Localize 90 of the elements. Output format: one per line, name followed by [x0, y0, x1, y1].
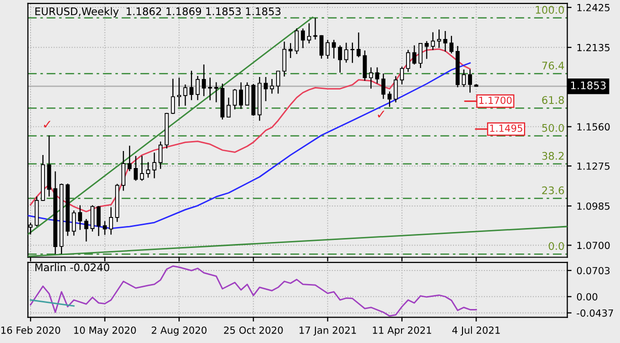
candlestick [264, 76, 268, 102]
candlestick [102, 220, 107, 236]
candlestick [146, 162, 150, 178]
candlestick [430, 32, 435, 51]
ref-line-label: 1.1853 [571, 81, 606, 90]
candlestick [170, 78, 175, 115]
candlestick [375, 66, 380, 84]
x-tick-label: 25 Oct 2020 [224, 326, 283, 334]
candlestick [350, 42, 354, 64]
candlestick [196, 75, 200, 101]
candlestick [468, 68, 472, 94]
y-tick-label: -0.0437 [576, 309, 614, 317]
annotation: 50.0 [542, 124, 564, 132]
candlestick [443, 30, 448, 52]
annotation: 23.6 [542, 186, 564, 194]
candlestick [214, 82, 218, 103]
annotation: 38.2 [542, 152, 564, 160]
x-tick-label: 4 Jul 2021 [452, 326, 500, 336]
candlestick [437, 28, 442, 48]
candlestick [121, 150, 126, 192]
candlestick [400, 66, 404, 85]
candlestick [202, 64, 206, 97]
annotation: 76.4 [542, 62, 564, 70]
x-tick-label: 2 Aug 2020 [152, 326, 207, 336]
candlestick [276, 70, 280, 94]
candlestick [152, 152, 156, 179]
candlestick [84, 218, 88, 242]
candlestick [183, 84, 188, 106]
candlestick [294, 28, 299, 55]
candlestick [368, 66, 374, 90]
annotation: 100.0 [536, 6, 564, 14]
annotation: 1.1700 [479, 96, 512, 104]
candlestick [406, 49, 410, 72]
candlestick [332, 39, 336, 59]
candlestick [307, 22, 312, 44]
candlestick [412, 44, 416, 66]
candlestick [140, 155, 144, 182]
candlestick [208, 77, 212, 101]
candlestick [189, 70, 194, 101]
x-tick-label: 16 Feb 2020 [1, 326, 60, 334]
candlestick [282, 41, 286, 78]
chart-title: EURUSD,Weekly 1.1862 1.1869 1.1853 1.1853 [35, 7, 280, 18]
candlestick [158, 141, 163, 170]
candlestick [418, 42, 423, 69]
annotation: ✓ [44, 120, 50, 128]
y-tick-label: 1.1560 [577, 123, 610, 131]
candlestick [344, 42, 348, 64]
candlestick [245, 82, 250, 106]
candlestick [319, 34, 324, 60]
candlestick [394, 76, 398, 103]
x-tick-label: 10 May 2020 [74, 326, 136, 336]
annotation: ✓ [378, 110, 384, 118]
candlestick [96, 205, 101, 237]
candlestick [362, 50, 367, 82]
x-tick-label: 11 Apr 2021 [372, 326, 432, 336]
candlestick [90, 204, 94, 232]
y-tick-label: 0.00 [576, 293, 598, 300]
y-tick-label: 1.0700 [577, 242, 610, 250]
candlestick [338, 44, 342, 74]
candlestick [462, 68, 466, 88]
y-tick-label: 1.2425 [577, 4, 610, 12]
chart-title: Marlin -0.0240 [35, 263, 110, 272]
candlestick [134, 155, 138, 182]
candlestick [356, 32, 361, 58]
candlestick [313, 17, 318, 40]
candlestick [449, 35, 454, 54]
annotation: 61.8 [542, 96, 564, 104]
candlestick [300, 28, 305, 49]
y-tick-label: 0.0703 [576, 266, 610, 274]
candlestick [424, 40, 429, 60]
y-tick-label: 1.0985 [577, 202, 610, 210]
candlestick [270, 78, 274, 94]
y-tick-label: 1.2135 [577, 44, 610, 52]
candlestick [109, 206, 114, 236]
candlestick [72, 210, 76, 236]
candlestick [78, 204, 82, 230]
candlestick [177, 77, 182, 107]
x-tick-label: 17 Jan 2021 [300, 326, 356, 336]
candlestick [388, 90, 392, 108]
candlestick [238, 82, 244, 110]
candlestick [128, 145, 132, 172]
candlestick [326, 39, 330, 60]
annotation: 1.1495 [490, 124, 522, 132]
candlestick [381, 72, 386, 100]
y-tick-label: 1.1275 [577, 162, 610, 170]
line-series [30, 265, 477, 317]
candlestick [226, 97, 231, 118]
candlestick [288, 42, 293, 59]
candlestick [232, 88, 237, 110]
annotation: 0.0 [548, 242, 564, 250]
